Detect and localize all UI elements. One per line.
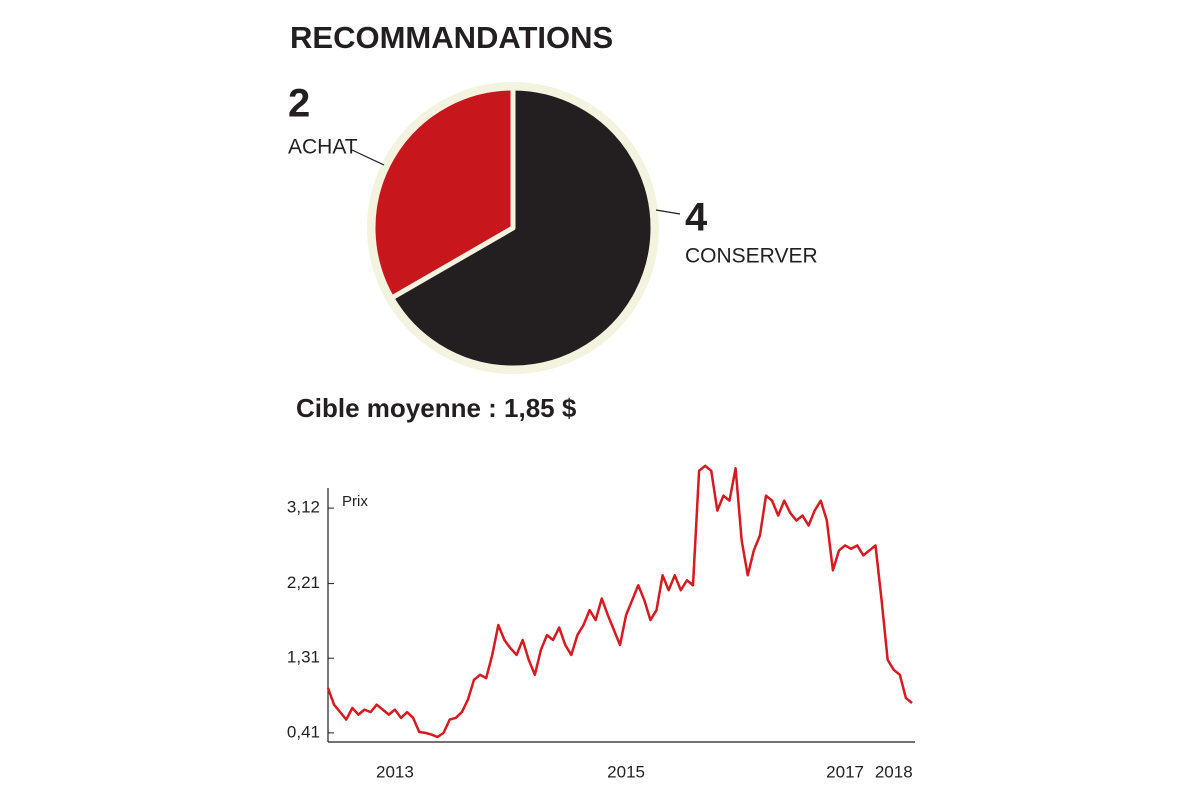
y-tick-label: 2,21 xyxy=(287,573,320,592)
x-tick-label: 2013 xyxy=(376,762,414,781)
slice-label: ACHAT xyxy=(288,136,358,159)
y-tick-label: 0,41 xyxy=(287,722,320,741)
slice-value: 4 xyxy=(685,196,708,240)
x-tick-label: 2017 xyxy=(826,762,864,781)
pie-slice xyxy=(389,85,656,371)
leader-line xyxy=(351,149,385,166)
annotation: Cible moyenne : 1,85 $ xyxy=(296,393,577,423)
x-tick-label: 2015 xyxy=(607,762,645,781)
y-tick-label: 1,31 xyxy=(287,648,320,667)
x-tick-label: 2018 xyxy=(875,762,913,781)
price-line xyxy=(326,464,913,739)
chart-title: RECOMMANDATIONS xyxy=(290,20,613,55)
leader-line xyxy=(655,209,681,215)
slice-label: CONSERVER xyxy=(685,245,818,268)
y-tick-label: 3,12 xyxy=(287,498,320,517)
slice-value: 2 xyxy=(288,82,310,126)
y-axis-label: Prix xyxy=(342,493,368,510)
